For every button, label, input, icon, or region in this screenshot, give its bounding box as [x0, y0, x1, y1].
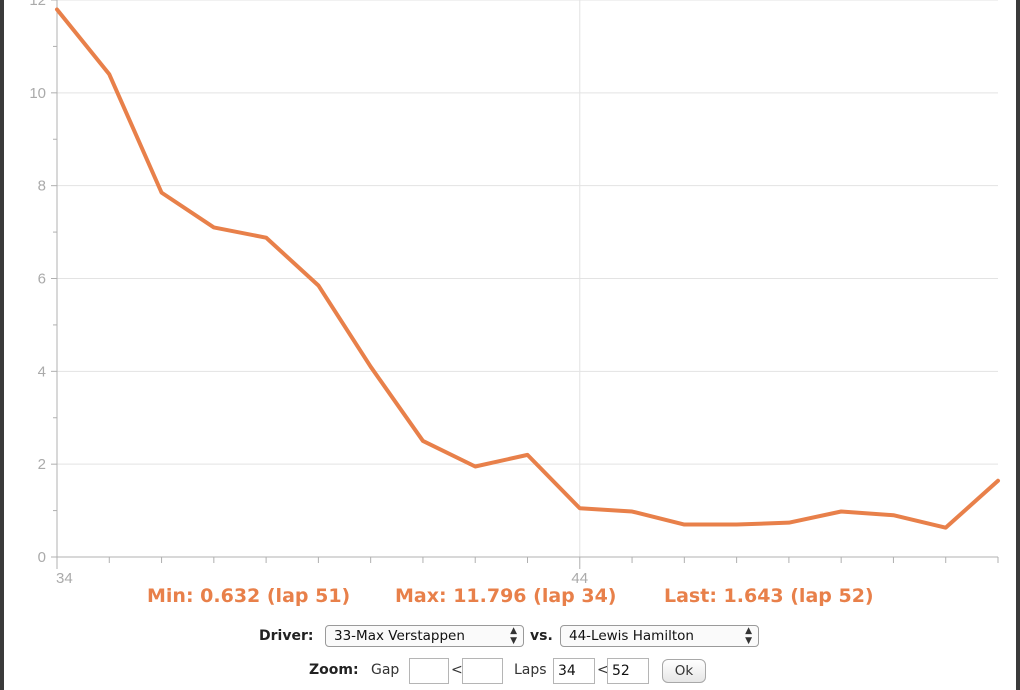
y-tick-label: 0	[38, 549, 46, 566]
driver-label: Driver:	[259, 628, 314, 644]
x-tick-label: 34	[56, 570, 73, 585]
driver-a-value: 33-Max Verstappen	[334, 628, 465, 644]
min-stat: Min: 0.632 (lap 51)	[147, 585, 351, 607]
y-tick-label: 6	[38, 271, 46, 288]
frame-border-left	[0, 0, 4, 690]
gap-chart: 0 2 4 6 8 10 12 34 44	[29, 0, 1000, 585]
zoom-row: Zoom: Gap < Laps 34 < 52 Ok	[0, 658, 1020, 684]
driver-b-select[interactable]: 44-Lewis Hamilton ▲ ▼	[560, 625, 759, 647]
zoom-label: Zoom:	[309, 662, 359, 678]
stats-bar: Min: 0.632 (lap 51) Max: 11.796 (lap 34)…	[0, 585, 1020, 613]
y-tick-label: 2	[38, 456, 46, 473]
gap-min-input[interactable]	[409, 658, 449, 684]
driver-a-select[interactable]: 33-Max Verstappen ▲ ▼	[325, 625, 524, 647]
ok-button[interactable]: Ok	[662, 659, 706, 683]
y-tick-label: 12	[29, 0, 46, 9]
series-line	[55, 7, 1000, 530]
last-stat: Last: 1.643 (lap 52)	[664, 585, 874, 607]
laps-min-input[interactable]: 34	[553, 658, 595, 684]
driver-b-value: 44-Lewis Hamilton	[569, 628, 694, 644]
less-than-sign: <	[451, 662, 463, 678]
frame-border-right	[1016, 0, 1020, 690]
select-arrows-icon: ▲ ▼	[745, 626, 752, 646]
x-tick-label: 44	[571, 570, 588, 585]
max-stat: Max: 11.796 (lap 34)	[395, 585, 617, 607]
y-tick-label: 10	[29, 85, 46, 102]
driver-row: Driver: 33-Max Verstappen ▲ ▼ vs. 44-Lewi…	[0, 624, 1020, 650]
select-arrows-icon: ▲ ▼	[510, 626, 517, 646]
gap-label: Gap	[371, 662, 400, 678]
less-than-sign: <	[597, 662, 609, 678]
y-tick-label: 4	[38, 363, 46, 380]
vs-label: vs.	[530, 628, 553, 644]
laps-label: Laps	[514, 662, 547, 678]
y-tick-label: 8	[38, 178, 46, 195]
laps-max-input[interactable]: 52	[607, 658, 649, 684]
gap-max-input[interactable]	[462, 658, 503, 684]
